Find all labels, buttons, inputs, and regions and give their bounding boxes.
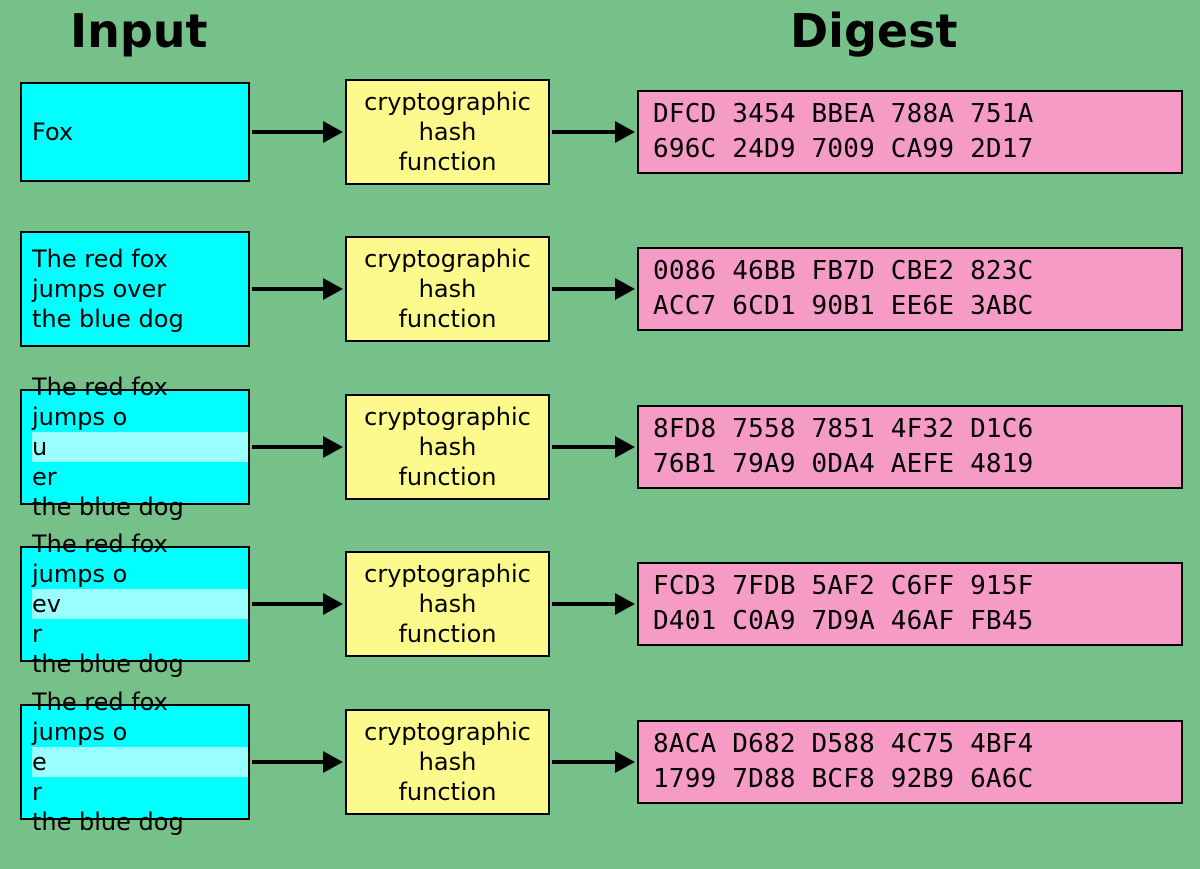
hash-function-box: cryptographichashfunction [345, 709, 550, 815]
digest-line: 76B1 79A9 0DA4 AEFE 4819 [653, 447, 1181, 482]
hash-row: The red foxjumps oerthe blue dog cryptogr… [0, 704, 1200, 820]
input-box: The red foxjumps oerthe blue dog [20, 704, 250, 820]
hash-row: Fox cryptographichashfunction DFCD 3454 BB… [0, 74, 1200, 190]
digest-line: DFCD 3454 BBEA 788A 751A [653, 97, 1181, 132]
hash-label-line: hash [419, 589, 477, 619]
hash-row: The red foxjumps overthe blue dog cryptog… [0, 231, 1200, 347]
hash-label-line: hash [419, 274, 477, 304]
digest-line: 8ACA D682 D588 4C75 4BF4 [653, 727, 1181, 762]
hash-label-line: hash [419, 432, 477, 462]
digest-box: 0086 46BB FB7D CBE2 823CACC7 6CD1 90B1 E… [637, 247, 1183, 331]
hash-label-line: function [398, 777, 496, 807]
input-box: The red foxjumps ouerthe blue dog [20, 389, 250, 505]
hash-label-line: hash [419, 117, 477, 147]
hash-function-box: cryptographichashfunction [345, 394, 550, 500]
digest-box: FCD3 7FDB 5AF2 C6FF 915FD401 C0A9 7D9A 4… [637, 562, 1183, 646]
digest-line: 696C 24D9 7009 CA99 2D17 [653, 132, 1181, 167]
hash-label-line: cryptographic [364, 402, 531, 432]
hash-label-line: function [398, 147, 496, 177]
digest-box: DFCD 3454 BBEA 788A 751A696C 24D9 7009 C… [637, 90, 1183, 174]
hash-label-line: function [398, 304, 496, 334]
digest-box: 8ACA D682 D588 4C75 4BF41799 7D88 BCF8 9… [637, 720, 1183, 804]
digest-line: 1799 7D88 BCF8 92B9 6A6C [653, 762, 1181, 797]
hash-label-line: cryptographic [364, 559, 531, 589]
digest-box: 8FD8 7558 7851 4F32 D1C676B1 79A9 0DA4 A… [637, 405, 1183, 489]
hash-function-box: cryptographichashfunction [345, 79, 550, 185]
hash-label-line: function [398, 619, 496, 649]
hash-label-line: function [398, 462, 496, 492]
input-box: The red foxjumps overthe blue dog [20, 231, 250, 347]
hash-row: The red foxjumps oevrthe blue dog cryptog… [0, 546, 1200, 662]
hash-label-line: cryptographic [364, 87, 531, 117]
input-box: The red foxjumps oevrthe blue dog [20, 546, 250, 662]
hash-function-box: cryptographichashfunction [345, 551, 550, 657]
digest-line: FCD3 7FDB 5AF2 C6FF 915F [653, 569, 1181, 604]
header-digest: Digest [790, 4, 957, 58]
hash-function-box: cryptographichashfunction [345, 236, 550, 342]
digest-line: 8FD8 7558 7851 4F32 D1C6 [653, 412, 1181, 447]
hash-row: The red foxjumps ouerthe blue dog cryptog… [0, 389, 1200, 505]
digest-line: ACC7 6CD1 90B1 EE6E 3ABC [653, 289, 1181, 324]
hash-label-line: cryptographic [364, 244, 531, 274]
header-input: Input [70, 4, 208, 58]
digest-line: D401 C0A9 7D9A 46AF FB45 [653, 604, 1181, 639]
digest-line: 0086 46BB FB7D CBE2 823C [653, 254, 1181, 289]
hash-label-line: hash [419, 747, 477, 777]
input-box: Fox [20, 82, 250, 182]
hash-label-line: cryptographic [364, 717, 531, 747]
